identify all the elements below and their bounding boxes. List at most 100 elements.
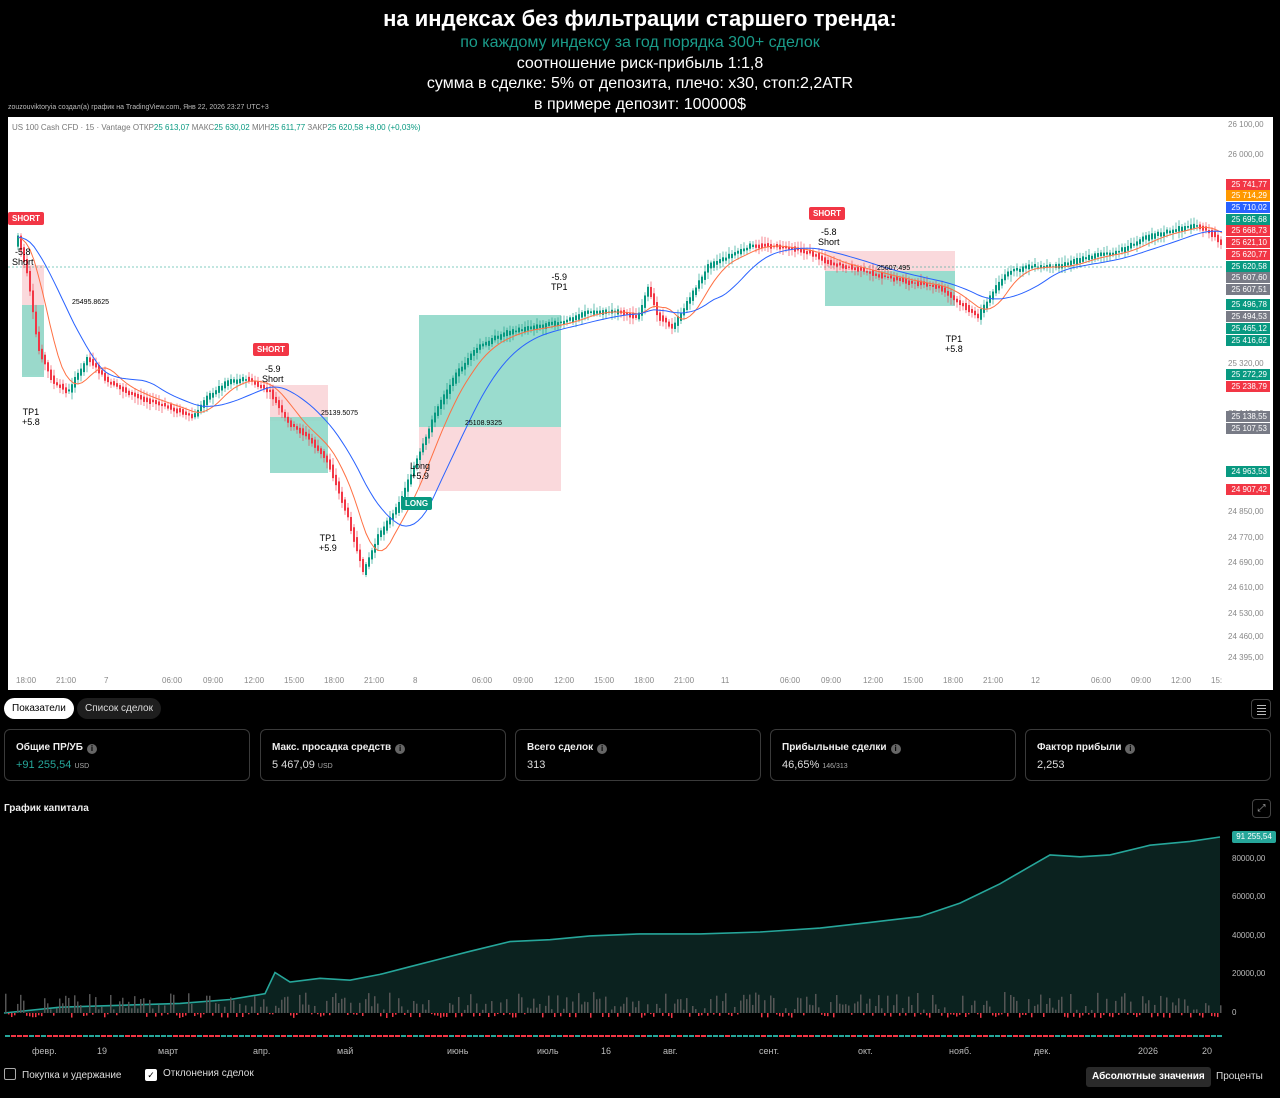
trade-deviation-bar xyxy=(605,996,607,1013)
trade-deviation-bar xyxy=(923,1009,925,1013)
candle-body xyxy=(560,321,562,324)
candle-body xyxy=(1019,268,1021,272)
trade-deviation-bar xyxy=(191,1003,193,1013)
checkbox-icon[interactable] xyxy=(4,1068,16,1080)
candle-body xyxy=(335,474,337,486)
absolute-values-button[interactable]: Абсолютные значения xyxy=(1086,1067,1211,1087)
trade-deviation-bar xyxy=(440,1013,442,1018)
card-profitable: Прибыльные сделки i 46,65% 146/313 xyxy=(770,729,1016,781)
trade-deviation-bar xyxy=(626,997,628,1013)
trade-deviation-bar xyxy=(1214,1013,1216,1017)
tab-trades[interactable]: Список сделок xyxy=(77,698,161,719)
trade-deviation-bar xyxy=(11,1013,13,1018)
trade-deviation-bar xyxy=(1067,1013,1069,1018)
candle-body xyxy=(455,372,457,384)
candle-body xyxy=(668,321,670,327)
deviations-toggle[interactable]: ✓ Отклонения сделок xyxy=(145,1068,254,1086)
candle-body xyxy=(743,248,745,252)
checkbox-checked-icon[interactable]: ✓ xyxy=(145,1069,157,1081)
trade-deviation-bar xyxy=(1196,1009,1198,1013)
candle-body xyxy=(170,404,172,410)
price-axis-label: 24 395,00 xyxy=(1228,653,1264,662)
trade-deviation-bar xyxy=(791,1013,793,1018)
equity-chart[interactable] xyxy=(0,825,1280,1065)
tab-metrics[interactable]: Показатели xyxy=(4,698,74,719)
candle-body xyxy=(53,375,55,384)
trade-deviation-bar xyxy=(1073,1013,1075,1017)
drawdown-strip xyxy=(791,1035,796,1037)
drawdown-strip xyxy=(773,1035,778,1037)
price-axis-label: 24 460,00 xyxy=(1228,632,1264,641)
trade-deviation-bar xyxy=(380,1013,382,1017)
drawdown-strip xyxy=(1139,1035,1144,1037)
trade-deviation-bar xyxy=(974,1000,976,1013)
candle-body xyxy=(659,312,661,321)
candle-body xyxy=(41,348,43,360)
candle-body xyxy=(968,305,970,313)
candle-body xyxy=(128,390,130,396)
drawdown-strip xyxy=(599,1035,604,1037)
trade-deviation-bar xyxy=(425,1009,427,1013)
candle-body xyxy=(398,502,400,513)
candle-body xyxy=(419,451,421,461)
drawdown-strip xyxy=(89,1035,94,1037)
candle-body xyxy=(686,300,688,311)
candle-body xyxy=(803,249,805,254)
drawdown-strip xyxy=(683,1035,688,1037)
candle-body xyxy=(116,383,118,387)
price-chart[interactable]: US 100 Cash CFD · 15 · Vantage ОТКР25 61… xyxy=(8,117,1273,690)
drawdown-strip xyxy=(491,1035,496,1037)
candle-body xyxy=(806,251,808,255)
short-note-2: -5.9 Short xyxy=(262,364,284,384)
trade-deviation-bar xyxy=(539,1003,541,1013)
candle-body xyxy=(257,381,259,387)
info-icon[interactable]: i xyxy=(395,744,406,754)
equity-x-label: 19 xyxy=(97,1046,108,1056)
candle-body xyxy=(929,284,931,286)
info-icon[interactable]: i xyxy=(890,744,901,754)
candle-body xyxy=(263,384,265,389)
legend-close-label: ЗАКР xyxy=(307,123,328,132)
candle-body xyxy=(329,459,331,470)
drawdown-strip xyxy=(167,1035,172,1037)
candle-body xyxy=(1061,264,1063,269)
drawdown-strip xyxy=(767,1035,772,1037)
drawdown-strip xyxy=(389,1035,394,1037)
level-label-a: 25495.8625 xyxy=(72,299,109,306)
trade-deviation-bar xyxy=(284,997,286,1013)
time-axis-label: 15:00 xyxy=(594,676,615,685)
trade-deviation-bar xyxy=(701,1013,703,1016)
price-chart-canvas[interactable] xyxy=(8,117,1273,690)
info-icon[interactable]: i xyxy=(86,744,97,754)
candle-body xyxy=(716,260,718,265)
candle-body xyxy=(239,378,241,384)
trade-deviation-bar xyxy=(1172,1002,1174,1013)
time-axis-label: 09:00 xyxy=(821,676,842,685)
candle-body xyxy=(26,259,28,274)
legend-open: 25 613,07 xyxy=(153,123,190,132)
percent-button[interactable]: Проценты xyxy=(1216,1071,1263,1082)
trade-deviation-bar xyxy=(107,1013,109,1015)
buy-hold-toggle[interactable]: Покупка и удержание xyxy=(4,1068,122,1086)
menu-icon[interactable] xyxy=(1251,699,1271,719)
candle-body xyxy=(836,263,838,267)
time-axis-label: 21:00 xyxy=(674,676,695,685)
candle-body xyxy=(563,320,565,325)
drawdown-strip xyxy=(497,1035,502,1037)
drawdown-strip xyxy=(203,1035,208,1037)
info-icon[interactable]: i xyxy=(1125,744,1136,754)
drawdown-strip xyxy=(245,1035,250,1037)
expand-icon[interactable]: ⤢ xyxy=(1252,799,1271,818)
time-axis-label: 18:00 xyxy=(634,676,655,685)
candle-body xyxy=(1013,268,1015,272)
trade-deviation-bar xyxy=(464,1009,466,1013)
drawdown-strip xyxy=(659,1035,664,1037)
trade-deviation-bar xyxy=(122,997,124,1013)
trade-deviation-bar xyxy=(1115,1000,1117,1013)
drawdown-strip xyxy=(1217,1035,1222,1037)
short-note-1: -5.8 Short xyxy=(12,247,34,267)
drawdown-strip xyxy=(1199,1035,1204,1037)
info-icon[interactable]: i xyxy=(597,744,608,754)
trade-deviation-bar xyxy=(593,992,595,1013)
drawdown-strip xyxy=(233,1035,238,1037)
